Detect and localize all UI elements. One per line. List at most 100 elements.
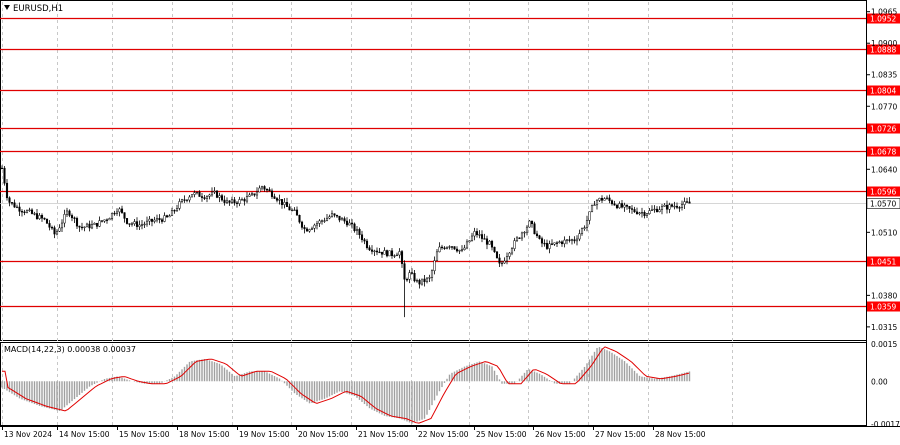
candle-body [578, 233, 581, 240]
candle-body [180, 199, 184, 202]
candle-body [0, 167, 4, 170]
candle-body [483, 238, 486, 240]
candle-body [563, 239, 566, 245]
candle-body [478, 234, 481, 236]
candle-body [623, 204, 626, 208]
candle-body [170, 210, 174, 217]
candle-body [80, 226, 84, 229]
candle-body [490, 240, 494, 248]
chart-title-bar[interactable]: EURUSD,H1 [4, 4, 63, 14]
time-tick-label: 28 Nov 15:00 [655, 430, 706, 439]
level-price-label: 1.0804 [870, 87, 896, 96]
candle-body [328, 216, 331, 219]
candle-body [523, 231, 526, 234]
candle-body [280, 199, 284, 205]
candle-body [348, 222, 351, 226]
candle-body [220, 195, 224, 201]
candle-body [653, 208, 656, 211]
candle-body [393, 255, 396, 257]
candle-body [510, 248, 514, 254]
level-price-tag [867, 44, 900, 55]
candle-body [463, 247, 466, 250]
candle-body [240, 199, 244, 201]
candle-body [628, 206, 631, 209]
candle-body [313, 224, 316, 229]
candle-body [233, 199, 236, 204]
indicator-pane[interactable] [0, 342, 867, 426]
candle-body [290, 209, 294, 212]
time-tick-label: 25 Nov 15:00 [476, 430, 527, 439]
candle-body [670, 204, 674, 207]
time-axis: 13 Nov 2024 14 Nov 15:00 15 Nov 15:00 18 No… [2, 426, 706, 439]
candle-body [125, 218, 129, 224]
main-pane[interactable] [0, 0, 867, 341]
candle-body [68, 210, 71, 216]
candle-body [550, 243, 554, 245]
candle-body [173, 210, 176, 212]
candle-body [190, 194, 194, 198]
candle-body [25, 210, 29, 213]
macd-signal-line [2, 346, 690, 424]
candle-body [400, 251, 404, 264]
candle-body [45, 218, 49, 224]
candle-body [5, 182, 9, 199]
candle-body [163, 215, 166, 222]
candle-body [118, 208, 121, 213]
level-price-tag [867, 186, 900, 197]
candle-body [528, 220, 531, 228]
candle-body [23, 211, 26, 213]
candle-body [138, 224, 141, 227]
candle-body [35, 213, 39, 220]
candle-body [615, 204, 619, 209]
candle-body [108, 218, 111, 221]
candle-body [333, 213, 336, 216]
level-price-tag [867, 123, 900, 134]
candle-body [135, 221, 139, 227]
candle-body [198, 191, 201, 197]
candle-body [530, 220, 534, 225]
candle-body [525, 226, 529, 233]
candle-body [473, 231, 476, 237]
candle-body [665, 204, 669, 210]
candle-body [245, 196, 249, 202]
candle-body [73, 217, 76, 219]
candle-body [365, 240, 369, 248]
candle-body [293, 209, 296, 212]
candle-body [505, 256, 509, 262]
candle-body [608, 197, 611, 201]
candle-body [603, 198, 606, 201]
candle-body [673, 205, 676, 208]
level-price-label: 1.0678 [870, 148, 896, 157]
candle-body [378, 251, 381, 254]
price-tick-label: 1.0380 [871, 291, 897, 300]
candle-body [128, 223, 131, 225]
candle-body [420, 278, 424, 285]
price-axis: 1.0965 1.0900 1.0835 1.0770 1.0640 1.0510 1.03… [866, 8, 900, 429]
candle-body [325, 217, 329, 221]
candle-body [660, 206, 664, 210]
price-tick-label: 1.0770 [871, 102, 897, 111]
candle-body [568, 239, 571, 241]
candle-body [323, 220, 326, 222]
candle-body [15, 206, 19, 209]
candle-body [248, 194, 251, 197]
candle-body [580, 228, 584, 234]
candle-body [63, 214, 66, 224]
candle-body [373, 250, 376, 253]
candle-body [188, 196, 191, 201]
candle-body [150, 218, 154, 222]
candle-body [48, 223, 51, 228]
candle-body [115, 211, 119, 214]
candle-body [440, 246, 444, 249]
candle-body [613, 203, 616, 206]
candle-body [213, 190, 216, 193]
support-resistance-levels: 1.0952 1.0888 1.0804 1.0726 1.0678 1.0596 1.04… [0, 13, 900, 312]
candle-body [160, 219, 164, 222]
candle-body [75, 218, 79, 227]
candle-body [403, 263, 406, 280]
triangle-down-icon[interactable] [4, 5, 10, 10]
candle-body [600, 197, 604, 201]
candle-body [285, 202, 289, 207]
macd-label: MACD(14,22,3) 0.00038 0.00037 [4, 345, 136, 354]
